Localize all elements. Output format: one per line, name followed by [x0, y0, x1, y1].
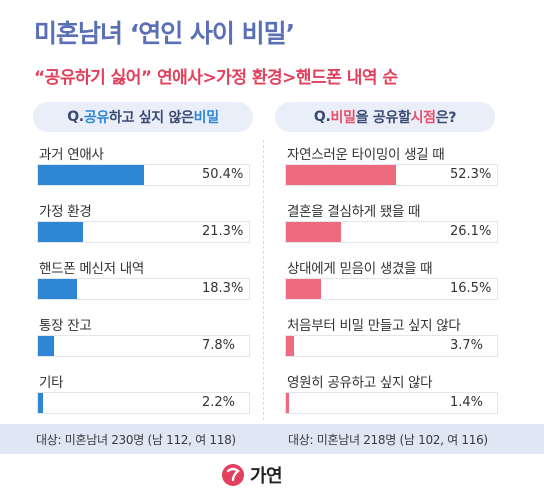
- bar-track: [285, 221, 498, 243]
- value-label: 7.8%: [202, 338, 236, 353]
- value-label: 16.5%: [450, 281, 492, 296]
- value-label: 1.4%: [450, 395, 484, 410]
- bar-track: [285, 392, 498, 414]
- question-highlight: 비밀: [193, 110, 219, 126]
- page-title: 미혼남녀 ‘연인 사이 비밀’: [34, 19, 295, 48]
- bar: [38, 336, 55, 356]
- bar-track: [285, 335, 498, 357]
- footer-band: [0, 424, 544, 454]
- category-label: 상대에게 믿음이 생겼을 때: [287, 261, 433, 277]
- category-label: 결혼을 결심하게 됐을 때: [287, 204, 421, 220]
- bar: [286, 222, 342, 242]
- value-label: 21.3%: [202, 224, 244, 239]
- bar-track: [285, 278, 498, 300]
- left-chart-question: Q. 공유 하고 싶지 않은 비밀: [33, 102, 253, 132]
- bar: [38, 222, 83, 242]
- brand-logo: 가연: [222, 462, 283, 488]
- question-highlight: 공유: [83, 110, 109, 126]
- question-prefix: Q.: [67, 109, 84, 125]
- bar: [38, 279, 77, 299]
- category-label: 영원히 공유하고 싶지 않다: [287, 375, 433, 391]
- bar-track: [37, 221, 250, 243]
- question-text: 하고 싶지 않은: [108, 110, 194, 126]
- chart-divider: [263, 140, 264, 420]
- bar: [286, 336, 294, 356]
- question-prefix: Q.: [313, 109, 331, 125]
- left-footnote: 대상: 미혼남녀 230명 (남 112, 여 118): [36, 433, 236, 447]
- bar: [38, 393, 43, 413]
- bar: [38, 165, 145, 185]
- right-chart-question: Q. 비밀 을 공유할 시점 은?: [275, 102, 495, 132]
- value-label: 26.1%: [450, 224, 492, 239]
- category-label: 통장 잔고: [39, 318, 92, 334]
- value-label: 52.3%: [450, 167, 492, 182]
- bar: [286, 393, 289, 413]
- gayeon-logo-icon: [222, 464, 244, 486]
- value-label: 3.7%: [450, 338, 484, 353]
- bar-track: [37, 278, 250, 300]
- right-footnote: 대상: 미혼남녀 218명 (남 102, 여 116): [288, 433, 488, 447]
- category-label: 가정 환경: [39, 204, 92, 220]
- brand-name: 가연: [250, 466, 283, 487]
- question-highlight: 비밀: [330, 110, 356, 126]
- bar: [286, 279, 321, 299]
- value-label: 2.2%: [202, 395, 236, 410]
- value-label: 50.4%: [202, 167, 244, 182]
- value-label: 18.3%: [202, 281, 244, 296]
- bar: [286, 165, 397, 185]
- bar-track: [37, 335, 250, 357]
- bar-track: [37, 164, 250, 186]
- question-highlight: 시점: [410, 110, 436, 126]
- page-subtitle: “공유하기 싫어” 연애사>가정 환경>핸드폰 내역 순: [34, 68, 398, 88]
- question-text: 을 공유할: [355, 110, 411, 126]
- category-label: 기타: [39, 375, 64, 391]
- category-label: 자연스러운 타이밍이 생길 때: [287, 147, 445, 163]
- category-label: 처음부터 비밀 만들고 싶지 않다: [287, 318, 461, 334]
- bar-track: [37, 392, 250, 414]
- question-suffix: 은?: [435, 110, 457, 126]
- bar-track: [285, 164, 498, 186]
- category-label: 과거 연애사: [39, 147, 104, 163]
- category-label: 핸드폰 메신저 내역: [39, 261, 144, 277]
